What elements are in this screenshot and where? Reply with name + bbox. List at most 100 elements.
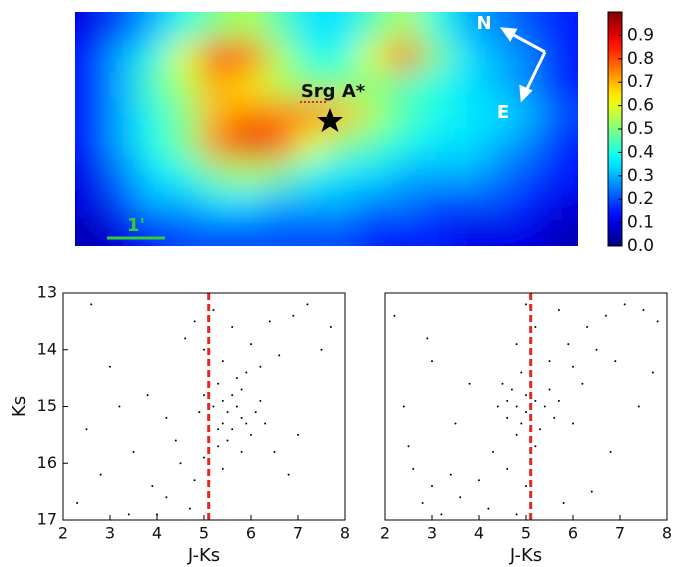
point <box>259 365 262 368</box>
axes-frame <box>62 292 346 521</box>
map-cell <box>326 216 359 246</box>
map-cell <box>106 99 139 130</box>
point <box>525 484 527 487</box>
point <box>235 377 238 380</box>
map-cell <box>389 41 422 72</box>
map-cell <box>357 70 391 101</box>
x-tick-label: 7 <box>293 524 303 543</box>
point <box>586 326 589 329</box>
point <box>245 371 248 374</box>
x-tick-label: 5 <box>521 524 531 543</box>
point <box>431 360 433 363</box>
x-tick-label: 7 <box>615 524 625 543</box>
map-cell <box>232 187 265 218</box>
point <box>440 513 443 516</box>
x-tick-label: 2 <box>380 524 390 543</box>
point <box>510 388 513 391</box>
point <box>642 309 645 312</box>
map-cell <box>263 70 297 101</box>
map-cell <box>546 41 578 72</box>
point <box>306 303 309 306</box>
map-cell <box>169 70 202 101</box>
colorbar-tick-label: 0.8 <box>627 49 654 69</box>
map-cell <box>169 12 202 43</box>
map-cell <box>75 158 108 189</box>
map-cell <box>137 158 171 189</box>
y-axis-label: Ks <box>9 396 30 417</box>
map-cell <box>420 41 454 72</box>
point <box>478 479 480 482</box>
map-cell <box>546 12 578 43</box>
map-cell <box>232 158 265 189</box>
map-cell <box>452 158 485 189</box>
map-cell <box>389 12 422 43</box>
point <box>623 303 626 306</box>
point <box>421 501 424 504</box>
map-cell <box>452 216 485 246</box>
point <box>562 501 565 504</box>
map-cell <box>169 129 202 160</box>
map-cell <box>200 12 234 43</box>
colorbar-tick-label: 0.3 <box>627 166 654 186</box>
map-cell <box>326 70 359 101</box>
point <box>217 382 220 385</box>
x-tick-label: 2 <box>58 524 68 543</box>
map-cell <box>106 12 139 43</box>
map-cell <box>357 187 391 218</box>
point <box>557 309 560 312</box>
y-tick-label: 16 <box>37 453 57 472</box>
map-cell <box>420 99 454 130</box>
point <box>184 337 187 340</box>
map-cell <box>75 187 108 218</box>
map-cell <box>389 129 422 160</box>
point <box>278 354 281 357</box>
x-axis-label: J-Ks <box>509 545 542 566</box>
point <box>557 399 560 402</box>
point <box>226 411 229 414</box>
point <box>174 439 177 442</box>
density-map <box>75 12 578 246</box>
point <box>651 371 654 374</box>
map-cell <box>483 70 517 101</box>
point <box>231 428 234 431</box>
point <box>567 343 570 346</box>
map-cell <box>326 158 359 189</box>
map-cell <box>75 216 108 246</box>
point <box>515 433 518 436</box>
map-cell <box>420 187 454 218</box>
point <box>496 405 499 408</box>
point <box>656 320 659 323</box>
x-tick-label: 8 <box>662 524 672 543</box>
point <box>287 473 290 476</box>
point <box>449 473 452 476</box>
map-cell <box>200 187 234 218</box>
point <box>250 343 252 346</box>
target-label: Srg A* <box>301 81 366 102</box>
map-cell <box>420 129 454 160</box>
point <box>412 467 415 470</box>
map-cell <box>420 158 454 189</box>
point <box>217 445 220 448</box>
map-cell <box>483 129 517 160</box>
point <box>226 439 229 442</box>
x-tick-label: 3 <box>427 524 437 543</box>
north-label: N <box>476 13 491 34</box>
point <box>240 450 243 453</box>
point <box>492 450 495 453</box>
point <box>520 422 523 425</box>
map-cell <box>515 129 548 160</box>
point <box>534 445 537 448</box>
map-cell <box>420 216 454 246</box>
map-cell <box>232 70 265 101</box>
map-cell <box>232 129 265 160</box>
point <box>235 405 238 408</box>
map-cell <box>452 41 485 72</box>
map-cell <box>232 12 265 43</box>
map-cell <box>137 12 171 43</box>
point <box>268 320 271 323</box>
x-tick-label: 8 <box>340 524 350 543</box>
map-cell <box>169 158 202 189</box>
map-cell <box>546 158 578 189</box>
map-cell <box>389 187 422 218</box>
point <box>221 399 224 402</box>
